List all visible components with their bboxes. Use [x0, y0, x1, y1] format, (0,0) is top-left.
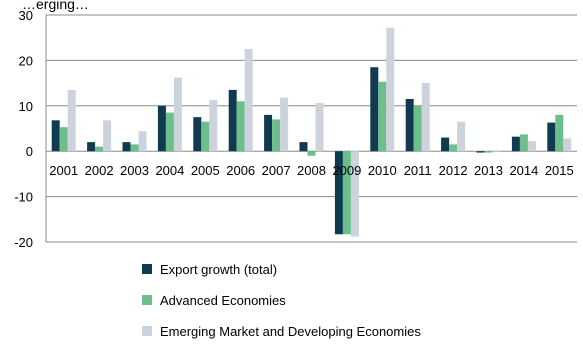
- bar-2014-series-1: [519, 134, 528, 152]
- bar-2004-series-2: [173, 77, 182, 152]
- y-tick-label: -10: [14, 190, 33, 205]
- bar-2007-series-0: [264, 114, 273, 152]
- bar-2013-series-0: [476, 151, 485, 153]
- legend: Export growth (total) Advanced Economies…: [142, 262, 421, 355]
- bar-2007-series-1: [272, 119, 281, 152]
- y-tick-label: 10: [19, 99, 33, 114]
- x-tick-label: 2006: [226, 163, 255, 178]
- y-tick-label: -20: [14, 235, 33, 250]
- x-tick-label: 2009: [332, 163, 361, 178]
- bar-2010-series-0: [370, 67, 379, 152]
- x-tick-label: 2012: [439, 163, 468, 178]
- bar-2001-series-1: [59, 127, 68, 152]
- bar-2015-series-1: [555, 114, 564, 152]
- bar-2004-series-0: [157, 105, 166, 152]
- bar-2005-series-0: [193, 117, 202, 152]
- bar-2006-series-0: [228, 89, 237, 152]
- bar-2007-series-2: [280, 97, 289, 152]
- bar-2005-series-2: [209, 99, 218, 152]
- bar-2002-series-0: [87, 142, 96, 152]
- chart-container: …erging… -20 -10 0 10 20 30 2001 2002 2003 2004 20…: [14, 0, 577, 339]
- bar-2002-series-1: [95, 146, 104, 152]
- bar-2014-series-0: [511, 136, 520, 152]
- bar-2012-series-1: [449, 144, 458, 152]
- bar-2011-series-2: [421, 83, 430, 152]
- bar-2009-series-2: [350, 151, 359, 237]
- x-tick-label: 2004: [155, 163, 184, 178]
- x-tick-label: 2015: [545, 163, 574, 178]
- legend-swatch-advanced-economies: [142, 295, 152, 305]
- x-tick-label: 2011: [404, 163, 432, 178]
- bar-2008-series-2: [315, 103, 324, 152]
- x-tick-label: 2013: [474, 163, 503, 178]
- bar-2001-series-2: [67, 89, 76, 152]
- bar-2010-series-2: [386, 27, 395, 152]
- bar-2014-series-2: [527, 141, 536, 152]
- x-tick-label: 2014: [509, 163, 538, 178]
- chart-title: …erging…: [22, 0, 89, 12]
- bar-2005-series-1: [201, 121, 210, 152]
- bar-2006-series-1: [236, 101, 245, 152]
- legend-item-export-growth: Export growth (total): [142, 261, 421, 277]
- legend-swatch-export-growth: [142, 264, 152, 274]
- bar-2011-series-1: [413, 105, 422, 152]
- x-tick-label: 2007: [262, 163, 291, 178]
- bar-2010-series-1: [378, 81, 387, 152]
- legend-label-emerging-markets: Emerging Market and Developing Economies: [160, 323, 421, 339]
- bar-2008-series-1: [307, 151, 316, 156]
- x-tick-label: 2008: [297, 163, 326, 178]
- bar-2003-series-2: [138, 131, 147, 152]
- x-tick-label: 2003: [120, 163, 149, 178]
- legend-swatch-emerging-markets: [142, 326, 152, 336]
- bar-2002-series-2: [103, 120, 112, 152]
- bar-2009-series-0: [334, 151, 343, 235]
- y-tick-label: 20: [19, 53, 33, 68]
- bar-2013-series-1: [484, 151, 493, 153]
- bar-2008-series-0: [299, 142, 308, 152]
- legend-label-export-growth: Export growth (total): [160, 261, 278, 277]
- bar-2012-series-2: [457, 121, 466, 152]
- bar-2003-series-1: [130, 144, 139, 152]
- bar-2012-series-0: [441, 137, 450, 152]
- legend-item-advanced-economies: Advanced Economies: [142, 292, 421, 308]
- x-tick-label: 2002: [85, 163, 114, 178]
- bar-2013-series-2: [492, 151, 501, 153]
- bar-2011-series-0: [405, 98, 414, 152]
- x-tick-label: 2001: [49, 163, 78, 178]
- x-tick-label: 2010: [368, 163, 397, 178]
- bar-2004-series-1: [165, 112, 174, 152]
- legend-label-advanced-economies: Advanced Economies: [160, 292, 286, 308]
- bar-2015-series-2: [563, 138, 572, 152]
- x-tick-label: 2005: [191, 163, 220, 178]
- bar-chart: -20 -10 0 10 20 30 2001 2002 2003 2004 2005 2006 200…: [14, 8, 577, 250]
- legend-item-emerging-markets: Emerging Market and Developing Economies: [142, 323, 421, 339]
- y-tick-label: 30: [19, 8, 33, 23]
- bar-2001-series-0: [51, 120, 60, 152]
- bar-2003-series-0: [122, 142, 131, 152]
- bar-2009-series-1: [342, 151, 351, 235]
- y-tick-label: 0: [26, 144, 33, 159]
- bar-2006-series-2: [244, 49, 253, 152]
- bar-2015-series-0: [547, 122, 556, 152]
